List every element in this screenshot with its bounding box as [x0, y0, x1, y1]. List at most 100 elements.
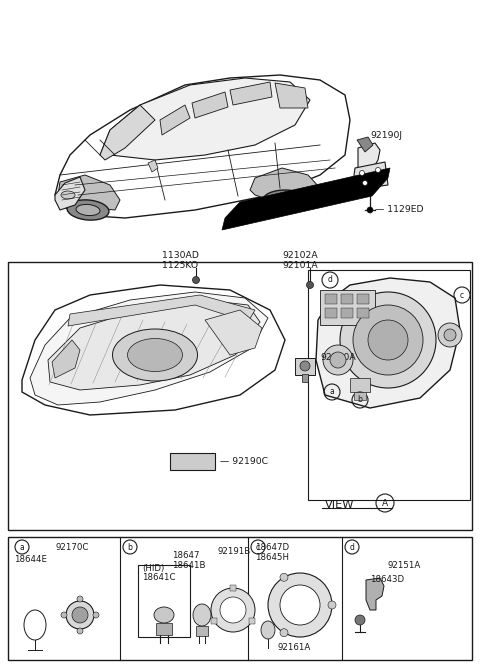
Ellipse shape	[61, 191, 75, 199]
Polygon shape	[170, 453, 215, 470]
Polygon shape	[160, 105, 190, 135]
Bar	[196, 626, 208, 636]
Text: 92190J: 92190J	[370, 130, 402, 140]
Text: 92102A: 92102A	[282, 252, 318, 260]
Circle shape	[438, 323, 462, 347]
Ellipse shape	[263, 190, 307, 210]
Text: (HID): (HID)	[142, 564, 164, 572]
Polygon shape	[192, 92, 228, 118]
Ellipse shape	[193, 604, 211, 626]
Text: a: a	[330, 387, 335, 397]
Text: 18647: 18647	[172, 550, 200, 560]
Polygon shape	[295, 358, 315, 375]
Circle shape	[368, 320, 408, 360]
Text: b: b	[358, 395, 362, 405]
Text: d: d	[327, 276, 333, 285]
Text: 1130AD: 1130AD	[162, 252, 199, 260]
Circle shape	[367, 207, 373, 213]
Polygon shape	[22, 285, 285, 415]
Text: 1125KO: 1125KO	[162, 260, 198, 270]
Polygon shape	[358, 143, 380, 175]
Ellipse shape	[66, 601, 94, 629]
Bar	[308, 270, 470, 500]
Text: 92151A: 92151A	[388, 560, 421, 570]
Text: 92101A: 92101A	[282, 260, 318, 270]
Polygon shape	[352, 162, 388, 190]
Circle shape	[328, 601, 336, 609]
Ellipse shape	[112, 329, 197, 381]
Circle shape	[362, 141, 370, 149]
Polygon shape	[100, 105, 155, 160]
Bar	[249, 618, 255, 624]
Ellipse shape	[72, 607, 88, 623]
Text: 92191B: 92191B	[218, 548, 251, 556]
Text: a: a	[20, 542, 24, 552]
Polygon shape	[55, 177, 85, 210]
Polygon shape	[357, 137, 373, 152]
Ellipse shape	[261, 621, 275, 639]
Bar	[8, 537, 472, 660]
Circle shape	[300, 361, 310, 371]
Circle shape	[77, 628, 83, 634]
Circle shape	[220, 597, 246, 623]
Circle shape	[330, 352, 346, 368]
Bar	[230, 585, 236, 591]
Polygon shape	[48, 300, 260, 390]
Bar	[341, 294, 353, 304]
Text: VIEW: VIEW	[325, 500, 355, 510]
Text: 18643D: 18643D	[370, 576, 404, 584]
Polygon shape	[316, 278, 460, 408]
Text: 18641B: 18641B	[172, 560, 205, 570]
Polygon shape	[205, 310, 262, 355]
Polygon shape	[55, 75, 350, 218]
Text: — 1129ED: — 1129ED	[375, 205, 423, 215]
Bar	[354, 392, 366, 400]
Circle shape	[444, 329, 456, 341]
Bar	[302, 374, 308, 382]
Polygon shape	[366, 578, 384, 610]
Bar	[357, 294, 369, 304]
Circle shape	[192, 276, 200, 284]
Polygon shape	[148, 160, 158, 172]
Polygon shape	[230, 82, 272, 105]
Bar	[138, 565, 190, 637]
Circle shape	[280, 573, 288, 581]
Ellipse shape	[67, 200, 109, 220]
Ellipse shape	[128, 338, 182, 372]
Bar	[325, 308, 337, 318]
Text: 18641C: 18641C	[142, 574, 176, 582]
Bar	[320, 290, 375, 325]
Bar	[325, 294, 337, 304]
Circle shape	[375, 168, 381, 172]
Polygon shape	[52, 340, 80, 378]
Ellipse shape	[24, 610, 46, 640]
Circle shape	[211, 588, 255, 632]
Text: 18645H: 18645H	[255, 554, 289, 562]
Circle shape	[61, 612, 67, 618]
Circle shape	[360, 170, 364, 176]
Text: c: c	[256, 542, 260, 552]
Text: 92161A: 92161A	[278, 643, 311, 652]
Polygon shape	[250, 168, 320, 205]
Polygon shape	[275, 83, 308, 108]
Polygon shape	[58, 175, 120, 210]
Text: A: A	[382, 499, 388, 507]
Text: b: b	[128, 542, 132, 552]
Bar	[8, 262, 472, 530]
Text: 92190A: 92190A	[320, 352, 356, 362]
Bar	[357, 308, 369, 318]
Circle shape	[323, 345, 353, 375]
Ellipse shape	[76, 205, 100, 215]
Text: c: c	[460, 291, 464, 299]
Bar	[211, 618, 217, 624]
Circle shape	[268, 573, 332, 637]
Circle shape	[362, 180, 368, 185]
Text: d: d	[349, 542, 354, 552]
Circle shape	[340, 292, 436, 388]
Ellipse shape	[273, 195, 298, 205]
Polygon shape	[68, 295, 255, 326]
Circle shape	[280, 585, 320, 625]
Text: 18644E: 18644E	[14, 556, 47, 564]
Bar	[341, 308, 353, 318]
Circle shape	[280, 629, 288, 637]
